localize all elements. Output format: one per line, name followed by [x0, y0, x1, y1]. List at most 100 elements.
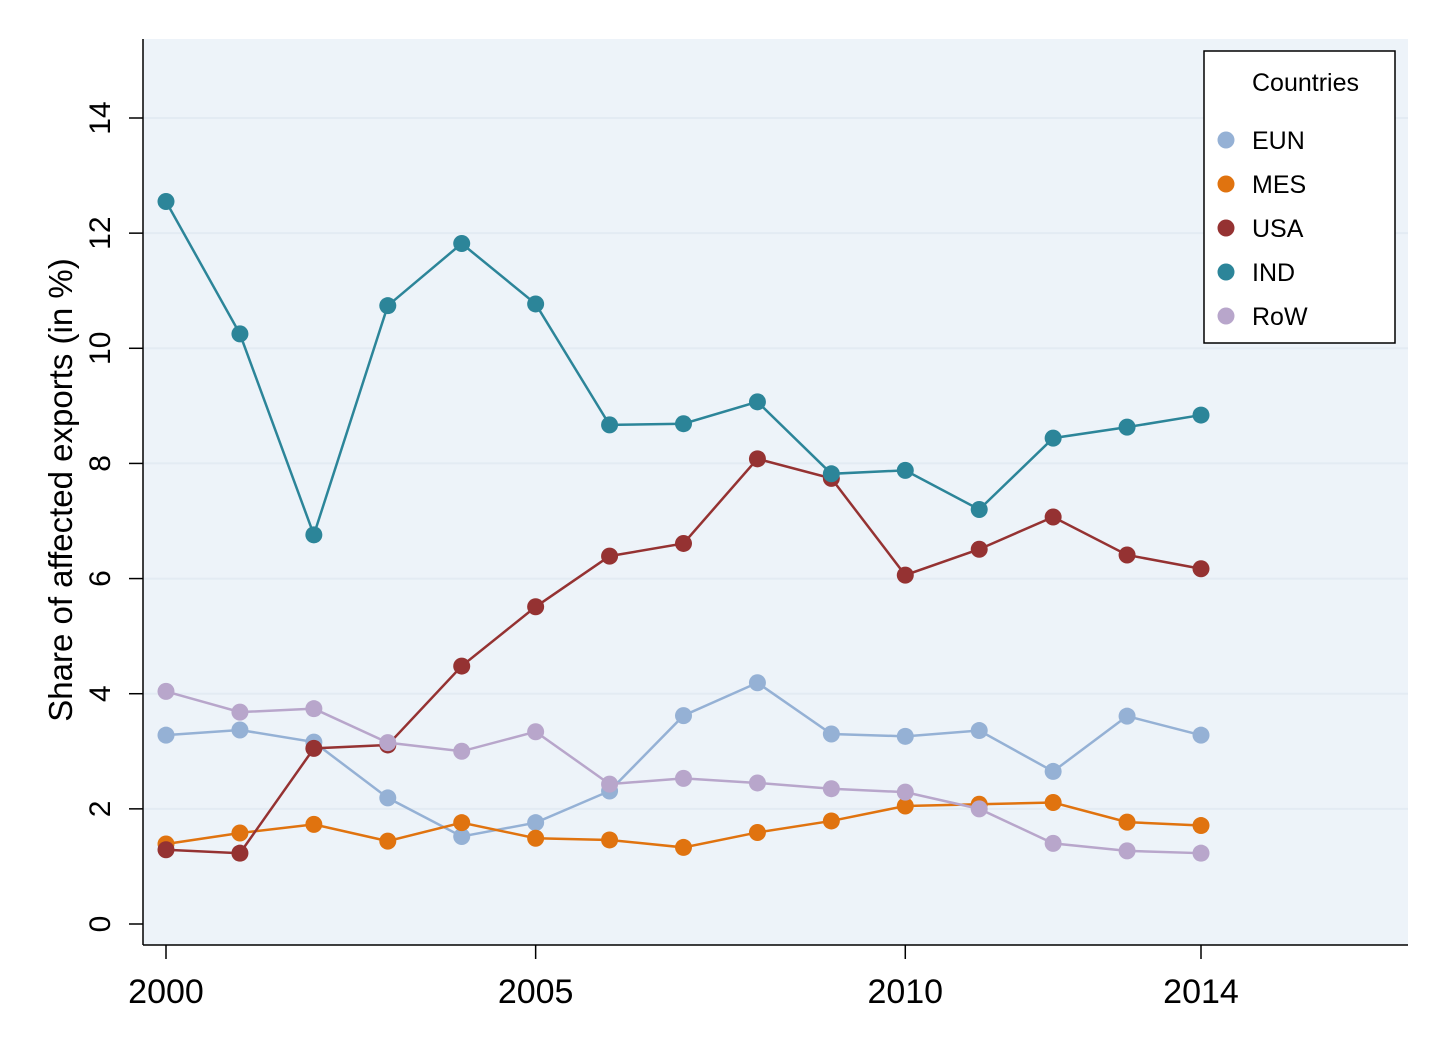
legend-label-row: RoW: [1252, 303, 1308, 331]
point-mes-2002: [305, 815, 323, 833]
point-usa-2010: [896, 566, 914, 584]
x-tick-label-2000: 2000: [128, 973, 204, 1011]
point-ind-2004: [453, 235, 471, 253]
legend-item-ind: IND: [1217, 259, 1295, 287]
point-mes-2012: [1044, 794, 1062, 812]
y-tick-label-8: 8: [84, 455, 117, 472]
point-eun-2012: [1044, 762, 1062, 780]
y-tick-label-14: 14: [84, 101, 117, 134]
point-usa-2000: [157, 841, 175, 859]
y-tick-label-6: 6: [84, 570, 117, 587]
point-mes-2005: [527, 829, 545, 847]
point-eun-2001: [231, 721, 249, 739]
legend-item-usa: USA: [1217, 215, 1304, 243]
legend-item-row: RoW: [1217, 303, 1308, 331]
point-row-2008: [748, 774, 766, 792]
point-ind-2008: [748, 393, 766, 411]
point-ind-2009: [822, 465, 840, 483]
point-usa-2011: [970, 540, 988, 558]
legend-marker-row: [1217, 307, 1235, 325]
series-ind: [157, 192, 1210, 544]
point-ind-2005: [527, 295, 545, 313]
y-tick-label-12: 12: [84, 216, 117, 249]
point-usa-2008: [748, 450, 766, 468]
point-ind-2011: [970, 500, 988, 518]
point-eun-2009: [822, 725, 840, 743]
point-eun-2011: [970, 722, 988, 740]
point-ind-2006: [601, 416, 619, 434]
point-mes-2013: [1118, 813, 1136, 831]
point-eun-2013: [1118, 707, 1136, 725]
legend-label-eun: EUN: [1252, 127, 1305, 155]
point-row-2005: [527, 723, 545, 741]
y-tick-label-2: 2: [84, 801, 117, 818]
point-ind-2001: [231, 325, 249, 343]
series-mes: [157, 794, 1210, 856]
x-tick-label-2005: 2005: [498, 973, 574, 1011]
point-row-2014: [1192, 844, 1210, 862]
x-axis-ticks: 2000 2005 2010 2014: [128, 945, 1239, 1011]
y-tick-label-10: 10: [84, 332, 117, 365]
point-eun-2008: [748, 674, 766, 692]
legend-label-mes: MES: [1252, 171, 1306, 199]
y-tick-label-0: 0: [84, 916, 117, 933]
point-mes-2010: [896, 797, 914, 815]
point-ind-2012: [1044, 429, 1062, 447]
point-usa-2005: [527, 598, 545, 616]
point-usa-2014: [1192, 560, 1210, 578]
point-eun-2014: [1192, 726, 1210, 744]
point-row-2001: [231, 703, 249, 721]
point-eun-2005: [527, 814, 545, 832]
point-ind-2002: [305, 526, 323, 544]
point-row-2002: [305, 700, 323, 718]
y-axis-ticks: 0 2 4 6 8 10 12 14: [84, 101, 143, 932]
point-mes-2009: [822, 812, 840, 830]
point-row-2007: [675, 769, 692, 787]
axes: [142, 39, 1408, 946]
x-tick-label-2010: 2010: [867, 973, 943, 1011]
point-mes-2004: [453, 814, 471, 832]
point-ind-2014: [1192, 406, 1210, 424]
point-eun-2003: [379, 789, 397, 807]
point-ind-2007: [675, 415, 692, 433]
x-tick-label-2014: 2014: [1163, 973, 1239, 1011]
point-ind-2003: [379, 297, 397, 315]
point-ind-2013: [1118, 418, 1136, 436]
series-eun: [157, 674, 1210, 845]
point-usa-2006: [601, 547, 619, 565]
point-row-2000: [157, 682, 175, 700]
legend: Countries EUN MES USA IND RoW: [1203, 50, 1396, 344]
point-usa-2002: [305, 739, 323, 757]
legend-title: Countries: [1252, 69, 1359, 97]
point-usa-2007: [675, 534, 692, 552]
point-row-2012: [1044, 834, 1062, 852]
point-usa-2004: [453, 657, 471, 675]
point-mes-2007: [675, 838, 692, 856]
point-row-2009: [822, 780, 840, 798]
series-row: [157, 682, 1210, 862]
y-tick-label-4: 4: [84, 685, 117, 702]
point-eun-2004: [453, 827, 471, 845]
legend-item-mes: MES: [1217, 171, 1306, 199]
point-row-2010: [896, 783, 914, 801]
y-axis-label: Share of affected exports (in %): [42, 258, 79, 721]
legend-label-usa: USA: [1252, 215, 1304, 243]
point-mes-2006: [601, 831, 619, 849]
plot-area: [143, 39, 1408, 945]
gridlines: [143, 117, 1408, 810]
legend-box: [1203, 50, 1396, 344]
point-eun-2007: [675, 707, 692, 725]
point-mes-2001: [231, 824, 249, 842]
point-mes-2003: [379, 832, 397, 850]
point-eun-2000: [157, 726, 175, 744]
point-row-2003: [379, 734, 397, 752]
point-ind-2010: [896, 461, 914, 479]
point-mes-2014: [1192, 817, 1210, 835]
point-usa-2001: [231, 844, 249, 862]
legend-marker-ind: [1217, 263, 1235, 281]
point-row-2011: [970, 800, 988, 818]
legend-item-eun: EUN: [1217, 127, 1305, 155]
legend-marker-mes: [1217, 175, 1235, 193]
